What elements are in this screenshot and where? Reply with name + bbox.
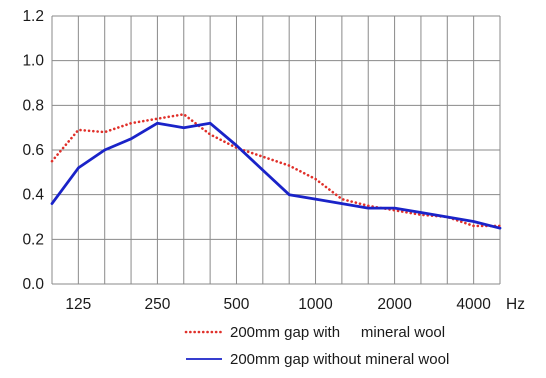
x-tick-label: 4000	[456, 296, 491, 313]
x-tick-label: 500	[224, 296, 250, 313]
x-axis-ticks: 125 250 500 1000 2000 4000	[65, 296, 491, 313]
grid	[51, 15, 501, 285]
x-tick-label: 2000	[377, 296, 412, 313]
x-tick-label: 125	[65, 296, 91, 313]
series-line-1	[50, 121, 502, 230]
y-tick-label: 0.8	[22, 97, 44, 114]
series-line-0	[50, 113, 502, 228]
legend: 200mm gap with mineral wool 200mm gap wi…	[184, 324, 449, 368]
y-tick-label: 0.0	[22, 276, 44, 293]
x-axis-unit: Hz	[506, 296, 525, 313]
series-layer	[50, 113, 502, 230]
y-tick-label: 1.2	[22, 8, 44, 25]
y-tick-label: 0.4	[22, 187, 44, 204]
legend-label-with-wool: 200mm gap with mineral wool	[230, 324, 445, 341]
y-tick-label: 1.0	[22, 53, 44, 70]
y-tick-label: 0.2	[22, 231, 44, 248]
x-tick-label: 1000	[298, 296, 333, 313]
y-tick-label: 0.6	[22, 142, 44, 159]
y-axis-ticks: 0.0 0.2 0.4 0.6 0.8 1.0 1.2	[22, 8, 44, 293]
x-tick-label: 250	[144, 296, 170, 313]
legend-label-without-wool: 200mm gap without mineral wool	[230, 351, 449, 368]
